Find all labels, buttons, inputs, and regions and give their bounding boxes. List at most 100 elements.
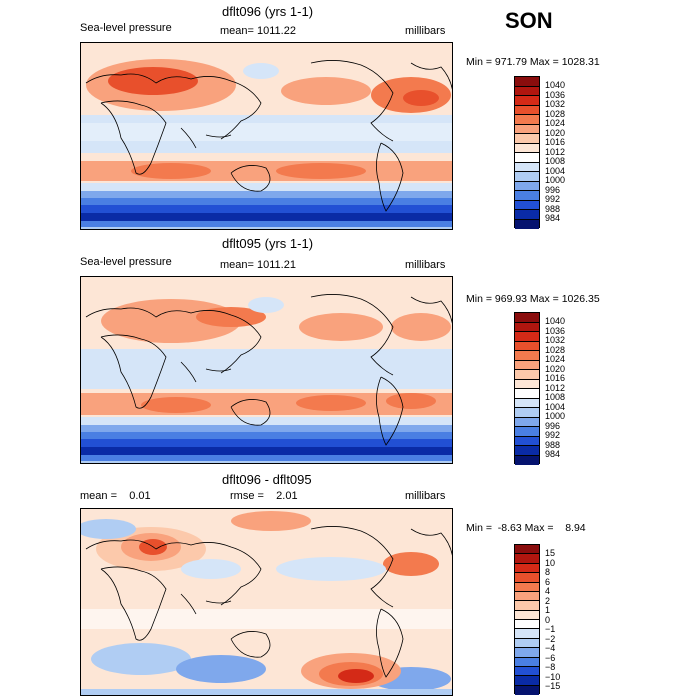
panel3-colorbar-swatch: [515, 554, 539, 564]
panel2-colorbar-label: 992: [545, 430, 561, 440]
panel3-colorbar-swatch: [515, 629, 539, 639]
panel1-colorbar-label: 1000: [545, 175, 566, 185]
panel3-colorbar-swatch: [515, 657, 539, 667]
panel3-title: dflt096 - dflt095: [222, 472, 312, 487]
panel1-colorbar-swatch: [515, 210, 539, 220]
panel2-variable: Sea-level pressure: [80, 256, 172, 268]
panel3-colorbar-swatch: [515, 582, 539, 592]
panel1-colorbar-swatch: [515, 77, 539, 87]
panel1-colorbar-swatch: [515, 86, 539, 96]
panel2-colorbar-swatch: [515, 455, 539, 465]
panel1-title: dflt096 (yrs 1-1): [222, 4, 314, 19]
panel1-colorbar-label: 1032: [545, 99, 566, 109]
panel1-colorbar-swatch: [515, 96, 539, 106]
season-label: SON: [505, 8, 553, 33]
panel3-minmax: Min = -8.63 Max = 8.94: [466, 522, 586, 534]
panel1-colorbar-label: 988: [545, 203, 561, 214]
panel3-colorbar-label: −8: [545, 662, 556, 672]
panel3-colorbar-swatch: [515, 563, 539, 574]
panel2-colorbar-label: 1036: [545, 325, 566, 336]
panel1-units: millibars: [405, 25, 446, 37]
panel2-colorbar-swatch: [515, 427, 539, 437]
panel1-colorbar-label: 996: [545, 184, 561, 195]
panel1-colorbar-label: 1008: [545, 156, 566, 166]
panel2-colorbar-label: 1000: [545, 411, 566, 421]
panel3-colorbar-label: 2: [545, 595, 551, 606]
panel3-colorbar-label: 8: [545, 567, 551, 577]
panel2-colorbar-label: 1004: [545, 401, 566, 412]
panel1-minmax: Min = 971.79 Max = 1028.31: [466, 56, 600, 68]
panel2-colorbar-swatch: [515, 351, 539, 361]
panel2-colorbar-swatch: [515, 389, 539, 399]
panel1-map: [80, 42, 453, 230]
panel2-colorbar-label: 988: [545, 439, 561, 450]
panel3-colorbar-swatch: [515, 610, 539, 620]
panel1-colorbar-label: 1020: [545, 127, 566, 138]
panel2-mean: mean= 1011.21: [220, 259, 296, 271]
panel3-mean: mean = 0.01: [80, 490, 151, 502]
panel2-units: millibars: [405, 259, 446, 271]
panel2-colorbar-swatch: [515, 332, 539, 342]
panel3-colorbar-label: −4: [545, 643, 556, 653]
panel1-colorbar-swatch: [515, 200, 539, 210]
panel2-colorbar-label: 984: [545, 449, 561, 459]
panel2-colorbar-label: 1016: [545, 373, 566, 383]
panel1-colorbar-swatch: [515, 115, 539, 125]
panel1-colorbar-swatch: [515, 191, 539, 201]
panel1-colorbar-label: 984: [545, 213, 561, 223]
panel1-map-field: [81, 43, 452, 229]
panel2-colorbar-label: 1024: [545, 354, 566, 364]
panel1-colorbar-swatch: [515, 124, 539, 134]
panel2-colorbar-swatch: [515, 417, 539, 427]
panel3-colorbar-label: −15: [545, 681, 561, 691]
panel3-colorbar-swatch: [515, 601, 539, 611]
panel2-title: dflt095 (yrs 1-1): [222, 236, 314, 251]
panel3-colorbar-label: 10: [545, 557, 556, 568]
panel2-colorbar-swatch: [515, 322, 539, 332]
panel2-colorbar-swatch: [515, 408, 539, 418]
panel2-colorbar-swatch: [515, 446, 539, 456]
panel3-colorbar-label: 4: [545, 586, 551, 596]
panel1-colorbar-label: 1024: [545, 118, 566, 128]
panel3-units: millibars: [405, 490, 446, 502]
panel2-colorbar-swatch: [515, 436, 539, 446]
panel3-colorbar-label: 1: [545, 605, 551, 615]
panel1-colorbar-swatch: [515, 153, 539, 163]
panel3-map: [80, 508, 453, 696]
panel1-colorbar: [514, 76, 540, 229]
panel1-colorbar-swatch: [515, 181, 539, 191]
panel1-colorbar-label: 1012: [545, 146, 566, 157]
panel1-mean: mean= 1011.22: [220, 25, 296, 37]
panel1-variable: Sea-level pressure: [80, 22, 172, 34]
panel3-colorbar-swatch: [515, 620, 539, 630]
panel1-colorbar-swatch: [515, 105, 539, 115]
panel1-colorbar-label: 1036: [545, 89, 566, 100]
panel3-colorbar-swatch: [515, 666, 539, 677]
panel1-colorbar-label: 1028: [545, 108, 566, 119]
panel2-colorbar-label: 1028: [545, 344, 566, 355]
panel3-colorbar-swatch: [515, 573, 539, 583]
panel3-colorbar-swatch: [515, 591, 539, 602]
panel2-colorbar-label: 1032: [545, 335, 566, 345]
panel2-colorbar-swatch: [515, 398, 539, 408]
panel3-rmse: rmse = 2.01: [230, 490, 298, 502]
panel3-colorbar: [514, 544, 540, 695]
panel3-colorbar-swatch: [515, 545, 539, 555]
panel1-colorbar-swatch: [515, 219, 539, 229]
panel2-minmax: Min = 969.93 Max = 1026.35: [466, 293, 600, 305]
panel2-colorbar-swatch: [515, 370, 539, 380]
panel3-colorbar-label: −2: [545, 633, 556, 644]
panel3-colorbar-swatch: [515, 676, 539, 686]
panel3-map-field: [81, 509, 452, 695]
panel1-colorbar-label: 1040: [545, 80, 566, 90]
panel3-colorbar-label: 15: [545, 548, 556, 558]
panel3-colorbar-swatch: [515, 638, 539, 649]
panel3-colorbar-swatch: [515, 685, 539, 695]
panel1-colorbar-swatch: [515, 134, 539, 144]
panel2-map: [80, 276, 453, 464]
panel2-colorbar-swatch: [515, 360, 539, 370]
panel2-colorbar-label: 1012: [545, 382, 566, 393]
panel2-colorbar-swatch: [515, 341, 539, 351]
panel1-colorbar-swatch: [515, 172, 539, 182]
panel3-colorbar-label: −1: [545, 624, 556, 634]
